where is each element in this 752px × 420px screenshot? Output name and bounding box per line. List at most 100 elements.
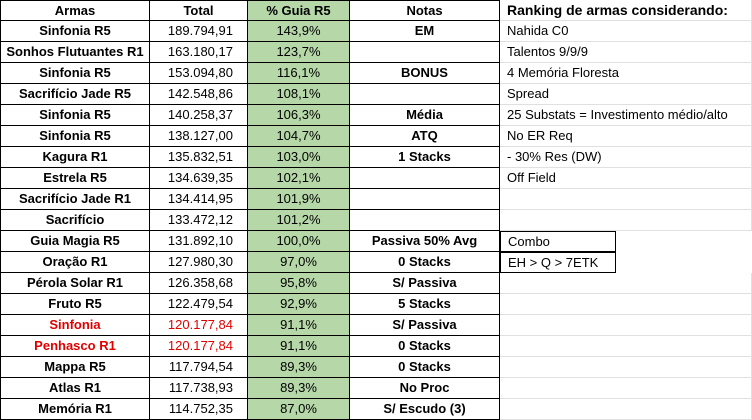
- side-note-cell[interactable]: EH > Q > 7ETK: [500, 252, 616, 273]
- guia-percent-cell[interactable]: 123,7%: [248, 42, 350, 63]
- notes-cell[interactable]: Média: [350, 105, 500, 126]
- total-cell[interactable]: 135.832,51: [150, 147, 248, 168]
- weapon-cell[interactable]: Atlas R1: [0, 378, 150, 399]
- side-note-cell[interactable]: Combo: [500, 231, 616, 252]
- side-note-cell[interactable]: Talentos 9/9/9: [500, 42, 752, 63]
- weapon-cell[interactable]: Pérola Solar R1: [0, 273, 150, 294]
- side-note-cell[interactable]: [500, 336, 752, 357]
- total-cell[interactable]: 138.127,00: [150, 126, 248, 147]
- guia-percent-cell[interactable]: 106,3%: [248, 105, 350, 126]
- side-note-cell[interactable]: [500, 399, 752, 420]
- weapon-cell[interactable]: Sacrifício Jade R5: [0, 84, 150, 105]
- total-cell[interactable]: 117.794,54: [150, 357, 248, 378]
- guia-percent-cell[interactable]: 91,1%: [248, 336, 350, 357]
- notes-cell[interactable]: S/ Escudo (3): [350, 399, 500, 420]
- header-total[interactable]: Total: [150, 0, 248, 21]
- notes-cell[interactable]: ATQ: [350, 126, 500, 147]
- notes-cell[interactable]: Passiva 50% Avg: [350, 231, 500, 252]
- guia-percent-cell[interactable]: 91,1%: [248, 315, 350, 336]
- side-note-cell[interactable]: No ER Req: [500, 126, 752, 147]
- total-cell[interactable]: 133.472,12: [150, 210, 248, 231]
- weapon-cell[interactable]: Memória R1: [0, 399, 150, 420]
- weapon-cell[interactable]: Sacrifício: [0, 210, 150, 231]
- weapon-cell[interactable]: Sinfonia: [0, 315, 150, 336]
- weapon-cell[interactable]: Estrela R5: [0, 168, 150, 189]
- guia-percent-cell[interactable]: 92,9%: [248, 294, 350, 315]
- guia-percent-cell[interactable]: 103,0%: [248, 147, 350, 168]
- weapon-cell[interactable]: Fruto R5: [0, 294, 150, 315]
- guia-percent-cell[interactable]: 101,2%: [248, 210, 350, 231]
- weapon-cell[interactable]: Sonhos Flutuantes R1: [0, 42, 150, 63]
- notes-cell[interactable]: 1 Stacks: [350, 147, 500, 168]
- header-armas[interactable]: Armas: [0, 0, 150, 21]
- weapon-cell[interactable]: Penhasco R1: [0, 336, 150, 357]
- notes-cell[interactable]: 0 Stacks: [350, 252, 500, 273]
- weapon-cell[interactable]: Sacrifício Jade R1: [0, 189, 150, 210]
- weapon-cell[interactable]: Guia Magia R5: [0, 231, 150, 252]
- guia-percent-cell[interactable]: 89,3%: [248, 378, 350, 399]
- weapon-cell[interactable]: Sinfonia R5: [0, 63, 150, 84]
- total-cell[interactable]: 134.414,95: [150, 189, 248, 210]
- guia-percent-cell[interactable]: 102,1%: [248, 168, 350, 189]
- side-note-cell[interactable]: [500, 357, 752, 378]
- side-title[interactable]: Ranking de armas considerando:: [500, 0, 752, 21]
- guia-percent-cell[interactable]: 97,0%: [248, 252, 350, 273]
- notes-cell[interactable]: BONUS: [350, 63, 500, 84]
- guia-percent-cell[interactable]: 104,7%: [248, 126, 350, 147]
- notes-cell[interactable]: EM: [350, 21, 500, 42]
- notes-cell[interactable]: [350, 189, 500, 210]
- total-cell[interactable]: 120.177,84: [150, 336, 248, 357]
- notes-cell[interactable]: [350, 210, 500, 231]
- total-cell[interactable]: 117.738,93: [150, 378, 248, 399]
- header-guia[interactable]: % Guia R5: [248, 0, 350, 21]
- weapon-cell[interactable]: Mappa R5: [0, 357, 150, 378]
- side-note-cell[interactable]: 25 Substats = Investimento médio/alto: [500, 105, 752, 126]
- notes-cell[interactable]: S/ Passiva: [350, 315, 500, 336]
- total-cell[interactable]: 114.752,35: [150, 399, 248, 420]
- guia-percent-cell[interactable]: 87,0%: [248, 399, 350, 420]
- weapon-cell[interactable]: Sinfonia R5: [0, 126, 150, 147]
- total-cell[interactable]: 120.177,84: [150, 315, 248, 336]
- side-note-cell[interactable]: [500, 273, 752, 294]
- guia-percent-cell[interactable]: 101,9%: [248, 189, 350, 210]
- total-cell[interactable]: 153.094,80: [150, 63, 248, 84]
- notes-cell[interactable]: 0 Stacks: [350, 336, 500, 357]
- total-cell[interactable]: 163.180,17: [150, 42, 248, 63]
- guia-percent-cell[interactable]: 100,0%: [248, 231, 350, 252]
- side-note-cell[interactable]: Off Field: [500, 168, 752, 189]
- total-cell[interactable]: 122.479,54: [150, 294, 248, 315]
- side-note-cell[interactable]: [500, 378, 752, 399]
- notes-cell[interactable]: [350, 42, 500, 63]
- total-cell[interactable]: 126.358,68: [150, 273, 248, 294]
- weapon-cell[interactable]: Kagura R1: [0, 147, 150, 168]
- weapon-cell[interactable]: Sinfonia R5: [0, 105, 150, 126]
- notes-cell[interactable]: 5 Stacks: [350, 294, 500, 315]
- total-cell[interactable]: 140.258,37: [150, 105, 248, 126]
- total-cell[interactable]: 189.794,91: [150, 21, 248, 42]
- header-notas[interactable]: Notas: [350, 0, 500, 21]
- notes-cell[interactable]: [350, 168, 500, 189]
- guia-percent-cell[interactable]: 89,3%: [248, 357, 350, 378]
- guia-percent-cell[interactable]: 95,8%: [248, 273, 350, 294]
- total-cell[interactable]: 142.548,86: [150, 84, 248, 105]
- guia-percent-cell[interactable]: 116,1%: [248, 63, 350, 84]
- notes-cell[interactable]: No Proc: [350, 378, 500, 399]
- side-note-cell[interactable]: Nahida C0: [500, 21, 752, 42]
- side-note-cell[interactable]: [500, 315, 752, 336]
- side-note-cell[interactable]: 4 Memória Floresta: [500, 63, 752, 84]
- side-note-cell[interactable]: - 30% Res (DW): [500, 147, 752, 168]
- side-note-cell[interactable]: [500, 210, 752, 231]
- total-cell[interactable]: 131.892,10: [150, 231, 248, 252]
- notes-cell[interactable]: S/ Passiva: [350, 273, 500, 294]
- notes-cell[interactable]: [350, 84, 500, 105]
- guia-percent-cell[interactable]: 108,1%: [248, 84, 350, 105]
- weapon-cell[interactable]: Sinfonia R5: [0, 21, 150, 42]
- guia-percent-cell[interactable]: 143,9%: [248, 21, 350, 42]
- side-note-cell[interactable]: [500, 294, 752, 315]
- notes-cell[interactable]: 0 Stacks: [350, 357, 500, 378]
- side-note-cell[interactable]: Spread: [500, 84, 752, 105]
- total-cell[interactable]: 127.980,30: [150, 252, 248, 273]
- total-cell[interactable]: 134.639,35: [150, 168, 248, 189]
- side-note-cell[interactable]: [500, 189, 752, 210]
- weapon-cell[interactable]: Oração R1: [0, 252, 150, 273]
